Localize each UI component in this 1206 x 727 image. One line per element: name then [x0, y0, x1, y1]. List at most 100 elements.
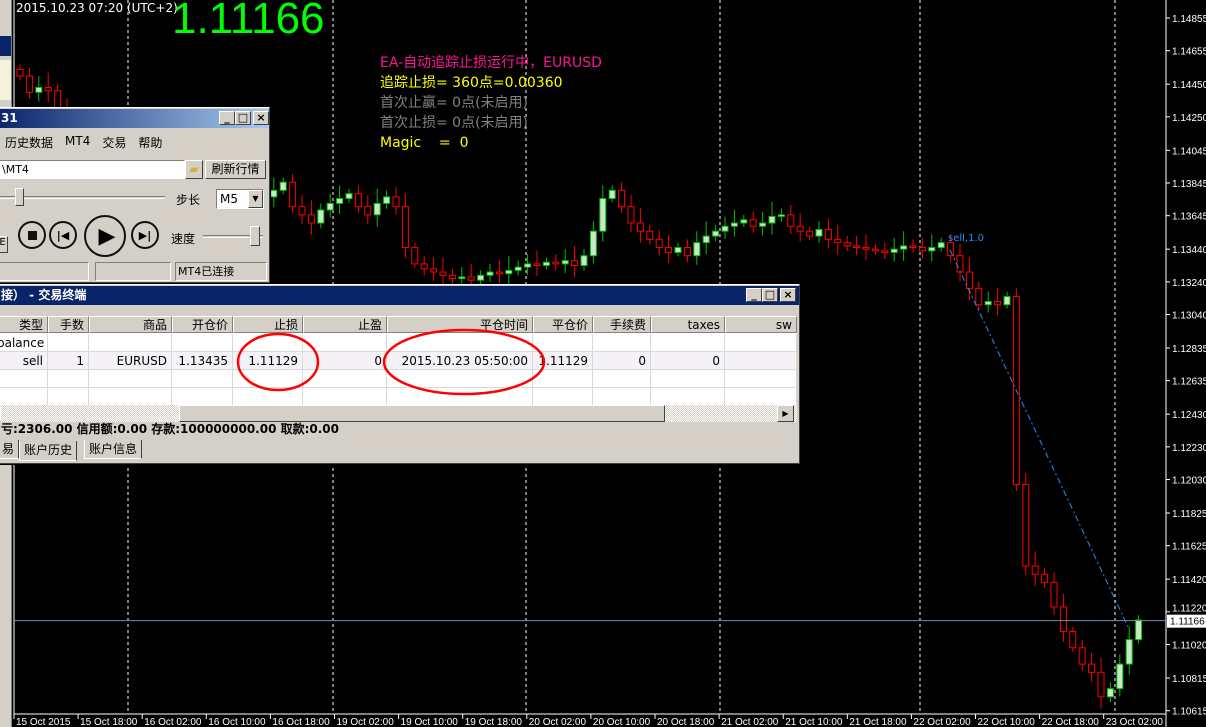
price-label: 1.11625 — [1172, 542, 1206, 553]
connection-status: MT4已连接 — [175, 262, 267, 281]
left-button[interactable]: E — [0, 236, 8, 253]
column-header[interactable]: 止损 — [233, 316, 303, 333]
scrollbar-thumb[interactable] — [179, 405, 665, 422]
column-header[interactable]: 平仓时间 — [387, 316, 533, 333]
table-cell — [233, 334, 303, 352]
chevron-down-icon[interactable]: ▼ — [248, 190, 263, 208]
bull-candle — [477, 274, 485, 281]
bear-candle — [411, 247, 419, 265]
table-cell — [233, 388, 303, 406]
column-header[interactable]: 商品 — [89, 316, 172, 333]
table-cell: 1.11129 — [233, 352, 303, 370]
bull-candle — [777, 214, 785, 217]
refresh-quotes-button[interactable]: 刷新行情 — [205, 160, 266, 179]
column-header[interactable]: 类型 — [0, 316, 48, 333]
bull-candle — [730, 222, 738, 227]
time-label: 22 Oct 10:00 — [978, 717, 1036, 727]
bear-candle — [1078, 647, 1086, 665]
table-cell — [533, 370, 593, 388]
bear-candle — [289, 181, 297, 208]
bull-candle — [589, 230, 597, 257]
column-header[interactable]: sw — [725, 316, 797, 333]
time-label: 19 Oct 02:00 — [337, 717, 395, 727]
table-cell — [172, 334, 233, 352]
table-cell — [651, 388, 725, 406]
minimize-button[interactable]: _ — [219, 111, 235, 125]
price-label: 1.11825 — [1172, 509, 1206, 520]
tab-account-history[interactable]: 账户历史 — [19, 441, 78, 461]
play-button[interactable]: ▶ — [84, 215, 126, 257]
bull-candle — [1125, 639, 1133, 665]
table-cell — [0, 388, 48, 406]
bull-candle — [486, 271, 494, 276]
menu-help[interactable]: 帮助 — [138, 136, 163, 150]
bull-candle — [702, 235, 710, 244]
price-label: 1.12230 — [1172, 443, 1206, 454]
bear-candle — [824, 229, 832, 240]
close-button[interactable]: × — [253, 111, 269, 125]
path-input[interactable]: \MT4 — [0, 160, 185, 179]
bull-candle — [815, 229, 823, 237]
bear-candle — [1088, 663, 1096, 673]
tab-trade[interactable]: 易 — [0, 440, 20, 459]
speed-slider-thumb[interactable] — [250, 226, 260, 246]
table-cell — [533, 334, 593, 352]
step-label: 步长 — [176, 193, 201, 207]
bull-candle — [383, 196, 391, 204]
speed-slider[interactable] — [203, 235, 263, 238]
price-label: 1.13845 — [1172, 179, 1206, 190]
price-label: 1.14655 — [1172, 47, 1206, 58]
bear-candle — [618, 189, 626, 208]
table-cell: sell — [0, 352, 48, 370]
bear-candle — [1031, 565, 1039, 575]
step-back-button[interactable]: |◀ — [49, 221, 77, 249]
bear-candle — [467, 276, 475, 281]
tab-account-info[interactable]: 账户信息 — [84, 440, 143, 459]
table-cell: 1 — [48, 352, 89, 370]
table-cell: 0 — [593, 352, 651, 370]
bear-candle — [16, 68, 24, 77]
folder-icon[interactable]: ▰ — [185, 160, 203, 179]
position-slider[interactable] — [0, 196, 165, 199]
bull-candle — [514, 266, 522, 271]
maximize-button[interactable]: □ — [762, 288, 778, 302]
bear-candle — [571, 260, 579, 267]
account-summary: 亏:2306.00 信用额:0.00 存款:100000000.00 取款:0.… — [1, 422, 340, 436]
maximize-button[interactable]: □ — [235, 111, 251, 125]
column-header[interactable]: taxes — [651, 316, 725, 333]
bear-candle — [25, 75, 33, 93]
menu-mt4[interactable]: MT4 — [65, 134, 91, 148]
minimize-button[interactable]: _ — [746, 288, 762, 302]
bull-candle — [900, 245, 908, 250]
order-label: sell,1.0 — [948, 233, 985, 244]
column-header[interactable]: 开仓价 — [172, 316, 233, 333]
table-cell: 0 — [651, 352, 725, 370]
scroll-right-button[interactable]: ▶ — [777, 405, 794, 422]
price-label: 1.13040 — [1172, 311, 1206, 322]
time-label: 16 Oct 02:00 — [144, 717, 202, 727]
column-header[interactable]: 手数 — [48, 316, 89, 333]
table-cell — [172, 388, 233, 406]
menu-trade[interactable]: 交易 — [102, 136, 127, 150]
slider-thumb[interactable] — [15, 188, 24, 206]
bear-candle — [364, 206, 372, 216]
time-label: 20 Oct 18:00 — [657, 717, 715, 727]
table-cell — [48, 370, 89, 388]
bull-candle — [1003, 296, 1011, 306]
stop-button[interactable] — [18, 221, 46, 249]
column-header[interactable]: 平仓价 — [533, 316, 593, 333]
price-label: 1.11420 — [1172, 575, 1206, 586]
ea-status: EA-自动追踪止损运行中，EURUSD — [380, 55, 602, 71]
menu-history[interactable]: 历史数据 — [5, 136, 54, 150]
table-cell — [593, 334, 651, 352]
bear-candle — [307, 214, 315, 224]
horizontal-scrollbar[interactable]: ▶ — [1, 405, 797, 422]
column-header[interactable]: 手续费 — [593, 316, 651, 333]
step-forward-button[interactable]: ▶| — [131, 221, 159, 249]
close-button[interactable]: × — [780, 288, 796, 302]
tester-title: 31 — [0, 109, 269, 128]
column-header[interactable]: 止盈 — [303, 316, 387, 333]
table-cell — [651, 370, 725, 388]
time-label: 15 Oct 2015 — [16, 717, 71, 727]
step-select[interactable]: M5 ▼ — [216, 189, 264, 209]
